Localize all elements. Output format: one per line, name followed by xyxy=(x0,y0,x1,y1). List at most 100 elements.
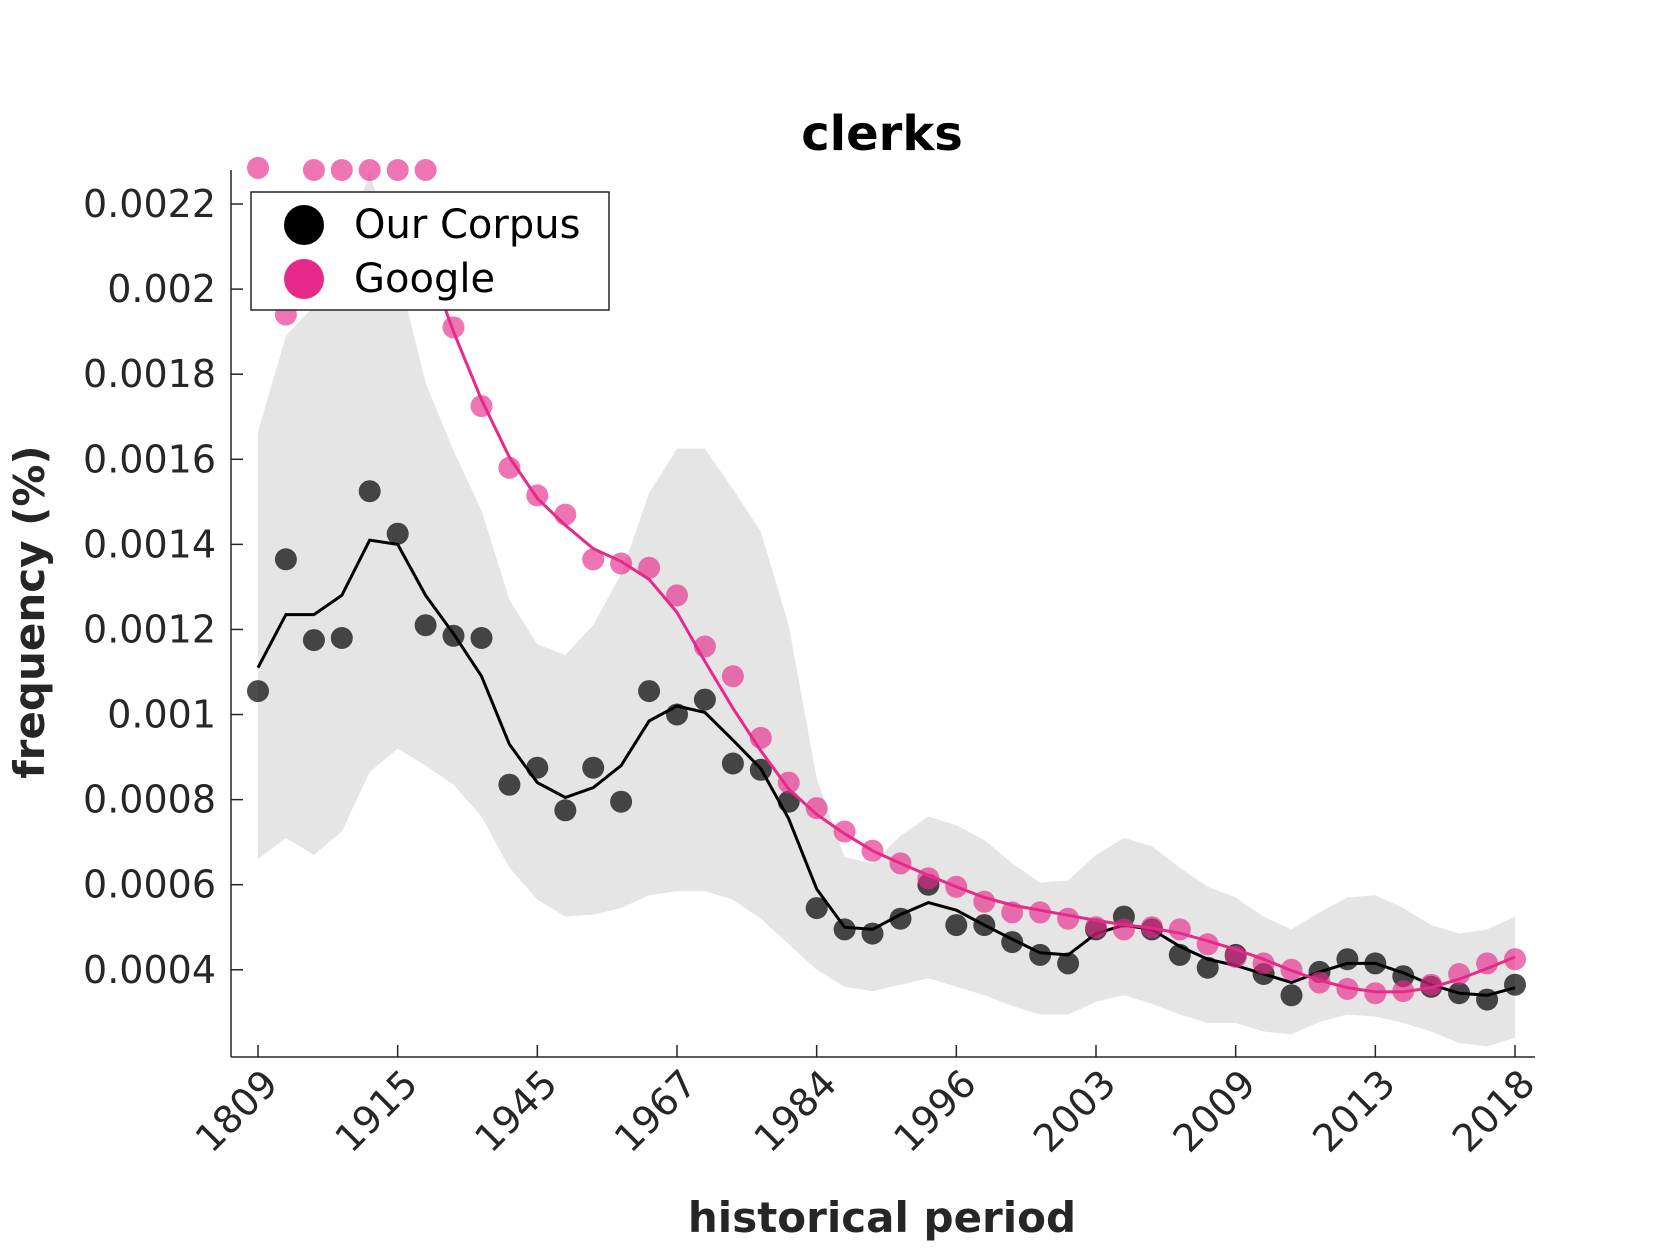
point-our-corpus xyxy=(666,703,688,726)
point-our-corpus xyxy=(610,790,633,813)
legend-label-our-corpus: Our Corpus xyxy=(354,202,580,248)
point-google xyxy=(526,484,549,507)
point-our-corpus xyxy=(414,614,437,637)
point-google xyxy=(386,159,409,181)
point-google xyxy=(666,584,688,607)
legend-marker-our-corpus xyxy=(284,205,324,245)
x-tick-label: 1945 xyxy=(466,1061,566,1161)
legend-label-google: Google xyxy=(354,256,495,302)
point-our-corpus xyxy=(526,756,549,779)
point-our-corpus xyxy=(777,790,800,813)
point-our-corpus xyxy=(358,480,381,503)
x-tick-label: 1996 xyxy=(885,1061,985,1161)
x-tick-label: 1984 xyxy=(746,1061,846,1161)
point-google xyxy=(889,852,912,875)
point-our-corpus xyxy=(833,918,856,941)
x-axis-ticks: 1809 1915 1945 1967 1984 1996 2003 2009 2013 2018 xyxy=(187,1045,1544,1161)
point-our-corpus xyxy=(1336,948,1359,971)
point-google xyxy=(1392,980,1415,1003)
legend-marker-google xyxy=(284,259,324,299)
x-tick-label: 2003 xyxy=(1025,1061,1125,1161)
point-our-corpus xyxy=(274,548,297,571)
y-axis-ticks: 0.0004 0.0006 0.0008 0.001 0.0012 0.0014 0.001… xyxy=(83,182,243,992)
x-tick-label: 1915 xyxy=(327,1061,427,1161)
point-our-corpus xyxy=(302,629,325,652)
point-our-corpus xyxy=(1476,988,1499,1011)
x-axis-label: historical period xyxy=(688,1193,1076,1242)
point-google xyxy=(638,556,661,579)
point-our-corpus xyxy=(1448,982,1471,1005)
point-our-corpus xyxy=(861,922,884,945)
point-google xyxy=(610,552,633,575)
point-our-corpus xyxy=(498,773,521,796)
point-our-corpus xyxy=(945,914,968,937)
point-google xyxy=(721,665,744,688)
point-google xyxy=(358,159,381,181)
point-google xyxy=(1308,971,1331,994)
point-our-corpus xyxy=(1029,943,1052,966)
point-google xyxy=(1476,952,1499,975)
point-our-corpus xyxy=(1168,943,1191,966)
point-google xyxy=(302,159,325,181)
point-our-corpus xyxy=(247,680,269,703)
trend-line-our-corpus xyxy=(256,538,1516,997)
point-google xyxy=(945,875,968,898)
point-our-corpus xyxy=(721,752,744,775)
point-our-corpus xyxy=(1280,984,1303,1007)
point-google xyxy=(1224,946,1247,968)
y-tick-label: 0.002 xyxy=(107,267,216,311)
point-google xyxy=(554,503,577,526)
legend: Our Corpus Google xyxy=(250,191,610,311)
point-our-corpus xyxy=(554,799,577,822)
point-google xyxy=(973,890,996,913)
point-google xyxy=(442,316,465,339)
y-tick-label: 0.001 xyxy=(107,693,216,737)
point-our-corpus xyxy=(693,688,716,711)
point-google xyxy=(777,771,800,794)
y-tick-label: 0.0016 xyxy=(83,437,216,481)
point-our-corpus xyxy=(386,522,409,545)
point-google xyxy=(1001,901,1024,924)
x-tick-label: 1967 xyxy=(606,1061,706,1161)
y-axis-label: frequency (%) xyxy=(5,445,54,778)
point-google xyxy=(1448,963,1471,985)
x-tick-label: 2013 xyxy=(1304,1061,1404,1161)
chart-title: clerks xyxy=(801,106,963,162)
point-google xyxy=(833,820,856,843)
point-our-corpus xyxy=(805,897,828,920)
point-google xyxy=(1112,918,1135,941)
point-our-corpus xyxy=(442,624,465,647)
y-tick-label: 0.0022 xyxy=(83,182,216,226)
x-tick-label: 2018 xyxy=(1444,1061,1544,1161)
point-google xyxy=(1057,907,1080,930)
y-tick-label: 0.0012 xyxy=(83,607,216,651)
point-google xyxy=(247,156,269,179)
y-tick-label: 0.0008 xyxy=(83,778,216,822)
point-google xyxy=(470,395,493,418)
point-google xyxy=(1420,973,1443,996)
trend-line-google xyxy=(424,254,1516,994)
y-tick-label: 0.0004 xyxy=(83,948,216,992)
point-google xyxy=(1252,952,1275,975)
point-google xyxy=(1029,901,1052,924)
point-google xyxy=(330,159,353,181)
point-our-corpus xyxy=(638,680,661,703)
y-tick-label: 0.0014 xyxy=(83,522,216,566)
point-our-corpus xyxy=(1196,956,1219,979)
point-our-corpus xyxy=(973,914,996,937)
point-google xyxy=(582,548,605,571)
confidence-band xyxy=(258,172,1515,1047)
point-google xyxy=(1196,933,1219,956)
point-google xyxy=(1364,982,1387,1005)
point-our-corpus xyxy=(889,907,912,930)
point-our-corpus xyxy=(330,627,353,649)
point-our-corpus xyxy=(1057,952,1080,975)
x-tick-label: 2009 xyxy=(1165,1061,1265,1161)
point-google xyxy=(861,839,884,862)
point-google xyxy=(1085,916,1107,939)
point-google xyxy=(917,867,940,890)
point-google xyxy=(1140,916,1163,939)
point-our-corpus xyxy=(749,758,772,781)
plot-area xyxy=(247,156,1526,1047)
point-our-corpus xyxy=(1504,973,1526,996)
